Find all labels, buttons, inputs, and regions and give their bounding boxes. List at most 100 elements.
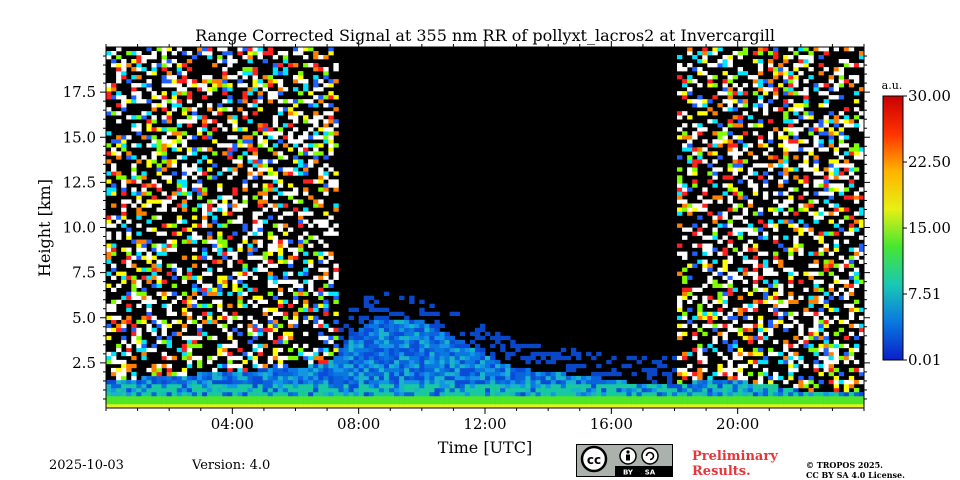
heatmap-cell — [737, 327, 744, 333]
heatmap-cell — [631, 383, 637, 389]
heatmap-cell — [323, 171, 329, 176]
heatmap-cell — [252, 195, 258, 200]
heatmap-cell — [394, 383, 400, 389]
heatmap-cell — [176, 135, 183, 140]
heatmap-cell — [303, 343, 309, 349]
heatmap-cell — [788, 279, 794, 284]
heatmap-cell — [818, 271, 824, 276]
heatmap-cell — [121, 339, 127, 345]
heatmap-cell — [692, 231, 698, 236]
heatmap-cell — [202, 291, 208, 296]
heatmap-cell — [717, 239, 723, 244]
heatmap-cell — [176, 391, 183, 397]
heatmap-cell — [732, 391, 738, 397]
heatmap-cell — [757, 275, 764, 280]
heatmap-cell — [742, 211, 749, 216]
heatmap-cell — [328, 391, 334, 397]
heatmap-cell — [671, 355, 678, 361]
heatmap-cell — [550, 403, 557, 409]
heatmap-cell — [469, 351, 476, 357]
heatmap-cell — [277, 323, 284, 329]
heatmap-cell — [697, 399, 703, 405]
heatmap-cell — [838, 171, 845, 176]
heatmap-cell — [439, 391, 445, 397]
heatmap-cell — [828, 351, 834, 357]
heatmap-cell — [298, 395, 304, 401]
heatmap-cell — [257, 263, 263, 268]
heatmap-cell — [641, 403, 647, 409]
heatmap-cell — [303, 115, 309, 120]
heatmap-cell — [550, 351, 557, 357]
heatmap-cell — [550, 391, 557, 397]
heatmap-cell — [848, 323, 855, 329]
heatmap-cell — [783, 171, 789, 176]
heatmap-cell — [677, 179, 683, 184]
heatmap-cell — [237, 207, 243, 212]
heatmap-cell — [308, 399, 314, 405]
heatmap-cell — [166, 79, 172, 84]
heatmap-cell — [858, 223, 865, 228]
heatmap-cell — [161, 207, 167, 212]
heatmap-cell — [853, 343, 860, 349]
heatmap-cell — [747, 123, 754, 128]
heatmap-cell — [677, 315, 683, 321]
heatmap-cell — [166, 403, 172, 409]
heatmap-cell — [298, 135, 304, 140]
heatmap-cell — [272, 327, 279, 333]
heatmap-cell — [419, 383, 425, 389]
heatmap-cell — [591, 355, 597, 361]
heatmap-cell — [176, 379, 183, 385]
heatmap-cell — [843, 387, 850, 393]
heatmap-cell — [833, 275, 840, 280]
heatmap-cell — [141, 247, 147, 252]
heatmap-cell — [207, 355, 213, 361]
heatmap-cell — [282, 87, 289, 92]
heatmap-cell — [196, 171, 203, 176]
heatmap-cell — [186, 303, 193, 309]
heatmap-cell — [111, 263, 117, 268]
heatmap-cell — [202, 395, 208, 401]
heatmap-cell — [853, 63, 860, 68]
heatmap-cell — [277, 79, 284, 84]
heatmap-cell — [399, 391, 405, 397]
heatmap-cell — [257, 395, 263, 401]
heatmap-cell — [313, 307, 319, 313]
heatmap-cell — [626, 355, 632, 361]
heatmap-cell — [313, 83, 319, 88]
heatmap-cell — [272, 135, 279, 140]
heatmap-cell — [783, 311, 789, 317]
heatmap-cell — [176, 119, 183, 124]
heatmap-cell — [717, 91, 723, 96]
heatmap-cell — [737, 403, 744, 409]
heatmap-cell — [742, 383, 749, 389]
heatmap-cell — [682, 255, 688, 260]
heatmap-cell — [318, 347, 324, 353]
heatmap-cell — [606, 387, 612, 393]
heatmap-cell — [318, 367, 324, 373]
heatmap-cell — [394, 339, 400, 345]
heatmap-cell — [313, 219, 319, 224]
heatmap-cell — [111, 319, 117, 325]
heatmap-cell — [434, 319, 440, 325]
heatmap-cell — [298, 371, 304, 377]
heatmap-cell — [833, 239, 840, 244]
heatmap-cell — [515, 387, 521, 393]
heatmap-cell — [737, 251, 744, 256]
heatmap-cell — [778, 179, 784, 184]
heatmap-cell — [550, 379, 557, 385]
heatmap-cell — [767, 59, 774, 64]
heatmap-cell — [838, 219, 845, 224]
heatmap-cell — [272, 159, 279, 164]
heatmap-cell — [323, 359, 329, 365]
heatmap-cell — [677, 367, 683, 373]
heatmap-cell — [682, 83, 688, 88]
heatmap-cell — [121, 215, 127, 220]
heatmap-cell — [464, 387, 471, 393]
heatmap-cell — [843, 335, 850, 341]
heatmap-cell — [106, 395, 112, 401]
heatmap-cell — [252, 255, 258, 260]
heatmap-cell — [328, 47, 334, 52]
heatmap-cell — [757, 331, 764, 337]
heatmap-cell — [121, 175, 127, 180]
